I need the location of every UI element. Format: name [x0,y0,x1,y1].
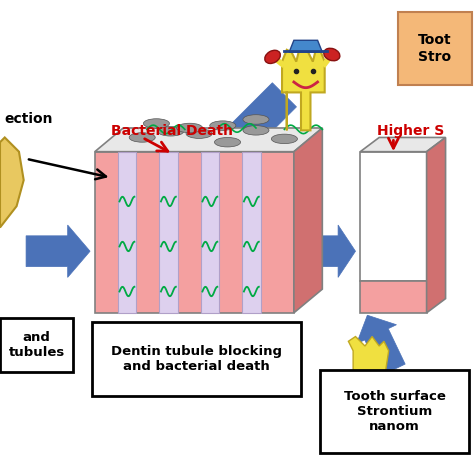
Polygon shape [95,152,294,313]
Ellipse shape [157,127,183,136]
FancyBboxPatch shape [92,322,301,396]
Polygon shape [306,225,356,277]
Polygon shape [348,337,389,382]
FancyBboxPatch shape [398,12,472,85]
Polygon shape [289,40,322,52]
Polygon shape [118,152,137,313]
Polygon shape [360,152,427,281]
Polygon shape [201,152,219,313]
Ellipse shape [243,126,269,135]
Ellipse shape [271,134,298,144]
Text: Higher S: Higher S [377,124,444,138]
Polygon shape [294,128,322,313]
FancyBboxPatch shape [0,318,73,372]
Polygon shape [95,128,322,152]
Polygon shape [197,83,296,182]
Text: Toot
Stro: Toot Stro [418,34,452,64]
Polygon shape [356,315,405,375]
Ellipse shape [129,133,155,142]
Ellipse shape [243,115,269,124]
Polygon shape [26,225,90,277]
Polygon shape [159,152,178,313]
Polygon shape [360,137,446,152]
Ellipse shape [324,48,340,61]
Text: Dentin tubule blocking
and bacterial death: Dentin tubule blocking and bacterial dea… [111,345,282,373]
Polygon shape [427,137,446,313]
Ellipse shape [210,121,236,130]
Polygon shape [360,281,427,313]
Ellipse shape [143,118,170,128]
Text: Tooth surface
Strontium
nanom: Tooth surface Strontium nanom [344,390,446,433]
Polygon shape [242,152,261,313]
FancyBboxPatch shape [320,370,469,453]
Ellipse shape [265,50,280,64]
Ellipse shape [186,129,212,138]
Text: ection: ection [5,112,53,126]
Ellipse shape [176,123,203,133]
Text: and
tubules: and tubules [9,331,65,359]
Polygon shape [0,137,24,228]
Ellipse shape [214,137,240,147]
Polygon shape [282,50,325,130]
Text: Bacterial Death: Bacterial Death [111,124,233,138]
